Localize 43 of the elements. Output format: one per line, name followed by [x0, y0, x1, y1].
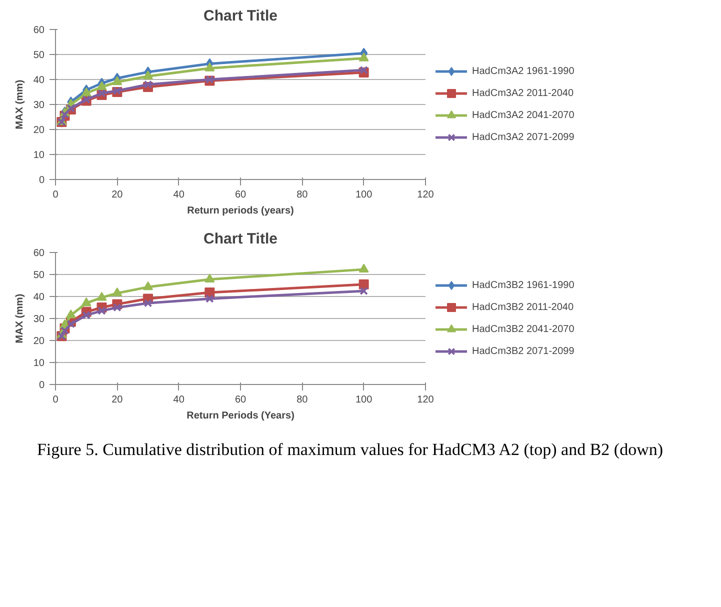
x-tick-label: 120: [417, 190, 434, 200]
legend-label: HadCm3A2 2041-2070: [472, 108, 574, 122]
y-axis-title: MAX (mm): [14, 80, 26, 130]
x-tick-label: 80: [296, 394, 308, 406]
legend-label: HadCm3A2 2071-2099: [472, 130, 574, 144]
legend-label: HadCm3A2 2011-2040: [472, 86, 574, 100]
x-axis-title: Return periods (years): [187, 206, 294, 216]
x-tick-label: 60: [234, 190, 246, 200]
y-tick-label: 50: [33, 270, 45, 281]
y-tick-label: 50: [33, 50, 45, 61]
x-tick-label: 100: [355, 190, 373, 200]
y-tick-label: 60: [33, 25, 45, 36]
y-tick-label: 40: [33, 292, 45, 303]
x-tick-label: 60: [234, 394, 246, 406]
x-tick-label: 120: [417, 394, 434, 406]
x-tick-label: 40: [173, 394, 185, 406]
legend-label: HadCm3A2 1961-1990: [472, 64, 574, 78]
y-tick-label: 20: [33, 125, 45, 136]
chart-title: Chart Title: [204, 8, 278, 24]
y-tick-label: 10: [33, 358, 45, 369]
y-tick-label: 40: [33, 75, 45, 86]
legend-label: HadCm3B2 2041-2070: [472, 322, 574, 336]
y-tick-label: 10: [33, 150, 45, 161]
legend-label: HadCm3B2 2011-2040: [472, 300, 574, 314]
chart-title: Chart Title: [204, 230, 278, 248]
legend-label: HadCm3B2 1961-1990: [472, 278, 574, 292]
x-tick-label: 20: [112, 394, 124, 406]
legend-label: HadCm3B2 2071-2099: [472, 344, 574, 358]
x-tick-label: 0: [52, 190, 59, 200]
y-tick-label: 30: [33, 314, 45, 325]
x-tick-label: 80: [296, 190, 308, 200]
y-tick-label: 60: [33, 248, 45, 259]
y-tick-label: 0: [38, 380, 45, 391]
x-tick-label: 20: [112, 190, 124, 200]
caption: Figure 5. Cumulative distribution of maximum values for HadCM3 A2 (top) and B2 (down): [36, 439, 664, 461]
y-axis-title: MAX (mm): [14, 294, 26, 344]
y-tick-label: 20: [33, 336, 45, 347]
y-tick-label: 0: [38, 175, 45, 186]
x-tick-label: 100: [355, 394, 373, 406]
x-tick-label: 0: [52, 394, 59, 406]
x-tick-label: 40: [173, 190, 185, 200]
y-tick-label: 30: [33, 100, 45, 111]
x-axis-title: Return Periods (Years): [186, 410, 294, 422]
